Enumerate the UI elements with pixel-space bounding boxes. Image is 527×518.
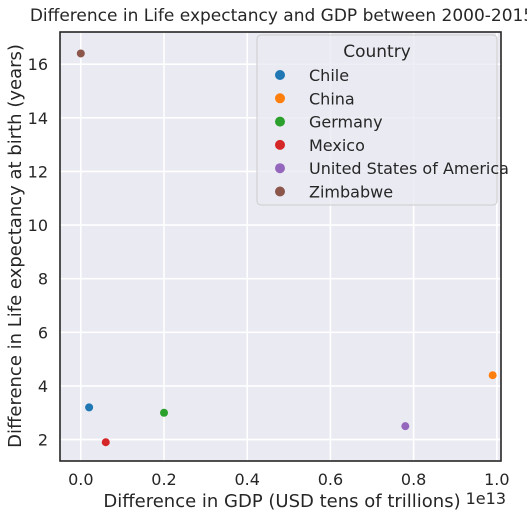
legend-label: China: [309, 89, 355, 108]
x-tick-labels: 0.0 0.2 0.4 0.6 0.8 1.0: [68, 470, 509, 489]
legend-marker: [275, 93, 285, 104]
y-tick-label: 16: [28, 55, 48, 74]
chart-title: Difference in Life expectancy and GDP be…: [30, 6, 527, 26]
y-tick-label: 12: [28, 162, 48, 181]
legend-marker: [275, 186, 285, 197]
legend-label: United States of America: [309, 159, 509, 178]
data-point: [488, 371, 497, 380]
y-axis-label: Difference in Life expectancy at birth (…: [5, 44, 26, 448]
x-tick-label: 0.0: [68, 470, 93, 489]
legend-label: Germany: [309, 113, 383, 132]
data-point: [160, 408, 169, 417]
legend-marker: [275, 139, 285, 150]
data-point: [401, 422, 410, 431]
plot-frame: [59, 31, 502, 462]
legend-title: Country: [343, 42, 411, 62]
y-tick-label: 8: [38, 270, 48, 289]
x-tick-label: 0.2: [151, 470, 176, 489]
legend-label: Zimbabwe: [309, 183, 393, 202]
y-tick-labels: 2 4 6 8 10 12 14 16: [28, 55, 48, 449]
data-point: [101, 438, 110, 447]
y-tick-label: 4: [38, 377, 48, 396]
legend-marker: [275, 116, 285, 127]
data-point: [85, 403, 94, 412]
legend-marker: [275, 70, 285, 80]
y-tick-label: 6: [38, 323, 48, 342]
legend: Country Chile China Germany Mexico United St…: [256, 34, 509, 206]
legend-items: Chile China Germany Mexico United States of …: [275, 66, 509, 202]
y-tick-label: 2: [38, 431, 48, 450]
x-axis-label: Difference in GDP (USD tens of trillions…: [103, 491, 460, 512]
x-tick-label: 0.4: [234, 470, 259, 489]
y-tick-label: 10: [28, 216, 48, 235]
data-points: [76, 49, 497, 447]
data-point: [76, 49, 85, 58]
x-tick-label: 0.8: [401, 470, 426, 489]
x-axis-exponent: 1e13: [466, 489, 506, 508]
legend-marker: [275, 163, 285, 174]
y-tick-label: 14: [28, 109, 48, 128]
legend-label: Mexico: [309, 136, 365, 155]
legend-label: Chile: [309, 66, 349, 85]
x-tick-label: 1.0: [484, 470, 509, 489]
legend-box: [256, 34, 498, 206]
x-tick-label: 0.6: [318, 470, 343, 489]
